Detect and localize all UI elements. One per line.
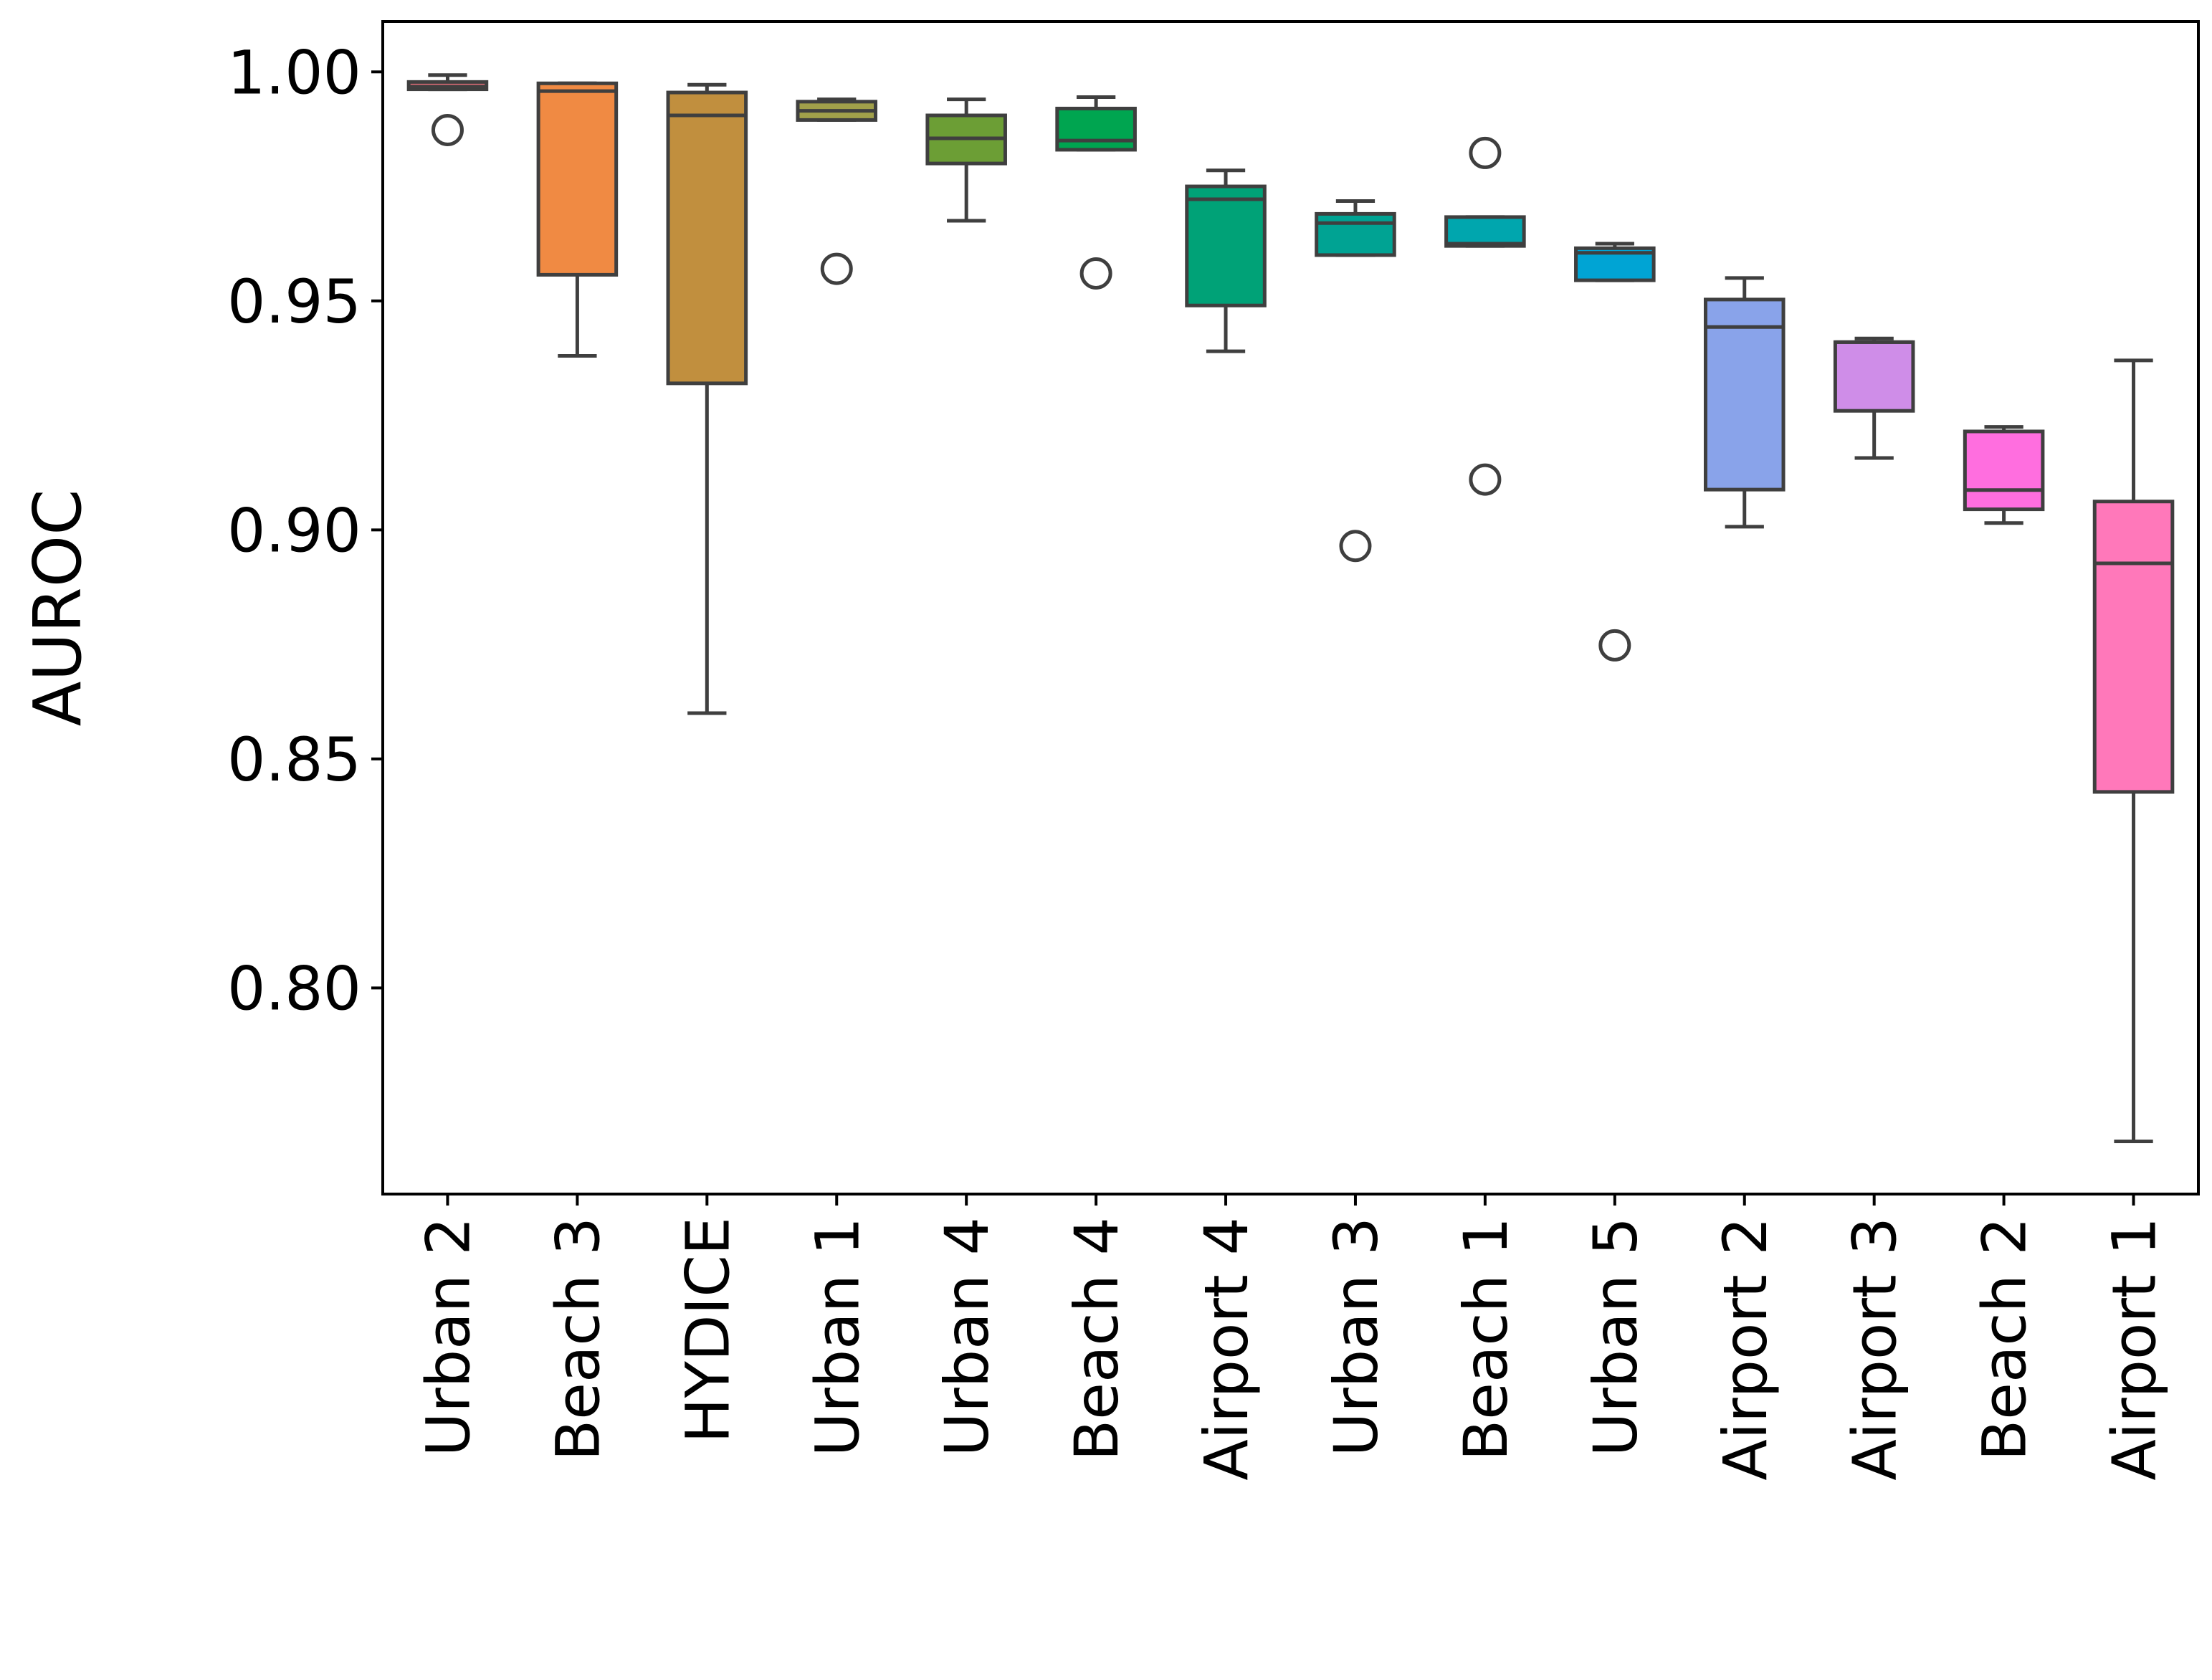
x-tick-label: Urban 4 (932, 1217, 1002, 1456)
y-tick-label: 0.80 (227, 953, 361, 1023)
box-group (1315, 199, 1396, 563)
x-tick-label: Airport 1 (2099, 1217, 2170, 1481)
outlier-point (1469, 463, 1502, 496)
x-tick-label: Airport 4 (1191, 1217, 1262, 1481)
y-tick-label: 0.95 (227, 267, 361, 337)
outlier-point (820, 252, 853, 285)
box-group (925, 97, 1007, 223)
x-tick-label: HYDICE (672, 1217, 743, 1443)
y-tick-label: 0.90 (227, 495, 361, 565)
box-iqr (1833, 340, 1915, 413)
box-iqr (1315, 211, 1396, 257)
box-group (1574, 242, 1656, 662)
outlier-point (1598, 629, 1631, 662)
x-tick-label: Urban 3 (1321, 1217, 1391, 1456)
outlier-point (1469, 136, 1502, 169)
y-tick-label: 1.00 (227, 37, 361, 108)
box-iqr (536, 81, 619, 277)
plot-frame (381, 20, 2200, 1195)
x-tick-label: Urban 1 (802, 1217, 872, 1456)
y-axis: 1.00 0.95 0.90 0.85 0.80 (227, 37, 383, 1023)
box-iqr (1963, 429, 2045, 512)
box-group (1444, 136, 1526, 496)
boxes-layer (406, 73, 2175, 1144)
box-group (1055, 95, 1137, 290)
box-group (666, 82, 748, 715)
box-group (406, 73, 489, 146)
box-group (1185, 168, 1267, 353)
outlier-point (1339, 530, 1372, 563)
box-group (796, 97, 878, 285)
box-iqr (666, 90, 748, 386)
x-axis: Urban 2 Beach 3 HYDICE Urban 1 Urban 4 Beach … (413, 1194, 2170, 1481)
box-group (536, 81, 619, 358)
plot-area-background (383, 22, 2198, 1194)
box-iqr (1703, 297, 1786, 492)
box-iqr (1185, 184, 1267, 307)
box-group (1703, 276, 1786, 529)
box-iqr (1444, 215, 1526, 248)
x-tick-label: Urban 5 (1581, 1217, 1651, 1456)
x-tick-label: Beach 4 (1062, 1217, 1132, 1461)
outlier-point (431, 113, 464, 146)
x-tick-label: Beach 2 (1970, 1217, 2040, 1461)
x-tick-label: Beach 3 (543, 1217, 613, 1461)
y-tick-label: 0.85 (227, 725, 361, 795)
x-tick-label: Urban 2 (413, 1217, 483, 1456)
x-tick-label: Beach 1 (1451, 1217, 1521, 1461)
outlier-point (1079, 257, 1112, 290)
x-tick-label: Airport 2 (1710, 1217, 1780, 1481)
x-tick-label: Airport 3 (1840, 1217, 1910, 1481)
box-group (2092, 358, 2175, 1144)
y-axis-title: AUROC (19, 490, 96, 727)
box-iqr (2092, 500, 2175, 794)
box-group (1963, 425, 2045, 525)
box-iqr (1055, 106, 1137, 152)
box-group (1833, 336, 1915, 460)
